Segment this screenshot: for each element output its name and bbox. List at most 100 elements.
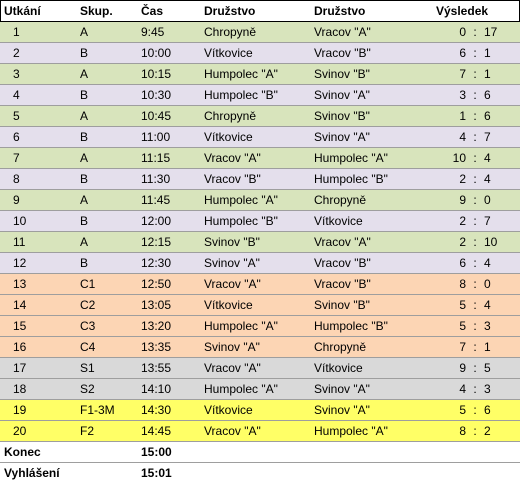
team-away: Humpolec "B"	[310, 169, 430, 190]
team-away: Svinov "B"	[310, 106, 430, 127]
match-result: 6:4	[430, 253, 520, 274]
score-home: 10	[444, 151, 466, 165]
match-group: S1	[75, 358, 137, 379]
match-time: 12:50	[137, 274, 200, 295]
match-result: 4:3	[430, 379, 520, 400]
match-group: B	[75, 43, 137, 64]
score-home: 6	[444, 256, 466, 270]
match-result: 9:5	[430, 358, 520, 379]
header-team1: Družstvo	[200, 0, 310, 22]
score-away: 0	[484, 277, 506, 291]
score-away: 3	[484, 382, 506, 396]
match-group: A	[75, 106, 137, 127]
match-number: 3	[0, 64, 75, 85]
team-home: Humpolec "B"	[200, 211, 310, 232]
match-result: 5:6	[430, 400, 520, 421]
team-home: Vítkovice	[200, 43, 310, 64]
team-home: Humpolec "B"	[200, 85, 310, 106]
match-group: B	[75, 253, 137, 274]
footer-label: Konec	[0, 442, 137, 463]
score-away: 4	[484, 256, 506, 270]
score-away: 4	[484, 298, 506, 312]
score-separator: :	[466, 277, 484, 291]
match-time: 10:00	[137, 43, 200, 64]
team-home: Vítkovice	[200, 400, 310, 421]
match-result: 2:10	[430, 232, 520, 253]
score-away: 4	[484, 151, 506, 165]
score-home: 2	[444, 214, 466, 228]
match-result: 0:17	[430, 22, 520, 43]
team-away: Humpolec "A"	[310, 421, 430, 442]
team-home: Chropyně	[200, 22, 310, 43]
match-result: 6:1	[430, 43, 520, 64]
match-group: C4	[75, 337, 137, 358]
score-separator: :	[466, 382, 484, 396]
team-home: Humpolec "A"	[200, 316, 310, 337]
score-home: 1	[444, 109, 466, 123]
match-number: 13	[0, 274, 75, 295]
score-away: 5	[484, 361, 506, 375]
score-away: 10	[484, 235, 506, 249]
match-group: A	[75, 22, 137, 43]
match-result: 3:6	[430, 85, 520, 106]
score-separator: :	[466, 424, 484, 438]
score-away: 6	[484, 88, 506, 102]
match-number: 2	[0, 43, 75, 64]
team-home: Vracov "A"	[200, 358, 310, 379]
match-group: A	[75, 64, 137, 85]
match-time: 11:00	[137, 127, 200, 148]
match-result: 8:2	[430, 421, 520, 442]
team-away: Svinov "A"	[310, 400, 430, 421]
footer-label: Vyhlášení	[0, 463, 137, 483]
header-time: Čas	[137, 0, 200, 22]
score-home: 9	[444, 193, 466, 207]
match-group: A	[75, 148, 137, 169]
score-separator: :	[466, 88, 484, 102]
footer-time: 15:00	[137, 442, 200, 463]
match-result: 7:1	[430, 337, 520, 358]
match-time: 11:45	[137, 190, 200, 211]
match-number: 6	[0, 127, 75, 148]
score-home: 5	[444, 319, 466, 333]
match-time: 13:55	[137, 358, 200, 379]
match-result: 1:6	[430, 106, 520, 127]
score-separator: :	[466, 319, 484, 333]
match-time: 10:45	[137, 106, 200, 127]
score-home: 7	[444, 67, 466, 81]
score-separator: :	[466, 340, 484, 354]
match-number: 9	[0, 190, 75, 211]
match-number: 19	[0, 400, 75, 421]
match-result: 2:4	[430, 169, 520, 190]
score-separator: :	[466, 109, 484, 123]
match-result: 4:7	[430, 127, 520, 148]
match-time: 9:45	[137, 22, 200, 43]
match-number: 1	[0, 22, 75, 43]
match-number: 18	[0, 379, 75, 400]
header-team2: Družstvo	[310, 0, 430, 22]
score-away: 7	[484, 214, 506, 228]
team-home: Chropyně	[200, 106, 310, 127]
match-time: 13:35	[137, 337, 200, 358]
match-group: A	[75, 232, 137, 253]
score-home: 9	[444, 361, 466, 375]
match-time: 14:30	[137, 400, 200, 421]
score-separator: :	[466, 25, 484, 39]
match-group: F2	[75, 421, 137, 442]
score-away: 2	[484, 424, 506, 438]
score-separator: :	[466, 403, 484, 417]
score-separator: :	[466, 214, 484, 228]
score-separator: :	[466, 151, 484, 165]
score-home: 8	[444, 424, 466, 438]
